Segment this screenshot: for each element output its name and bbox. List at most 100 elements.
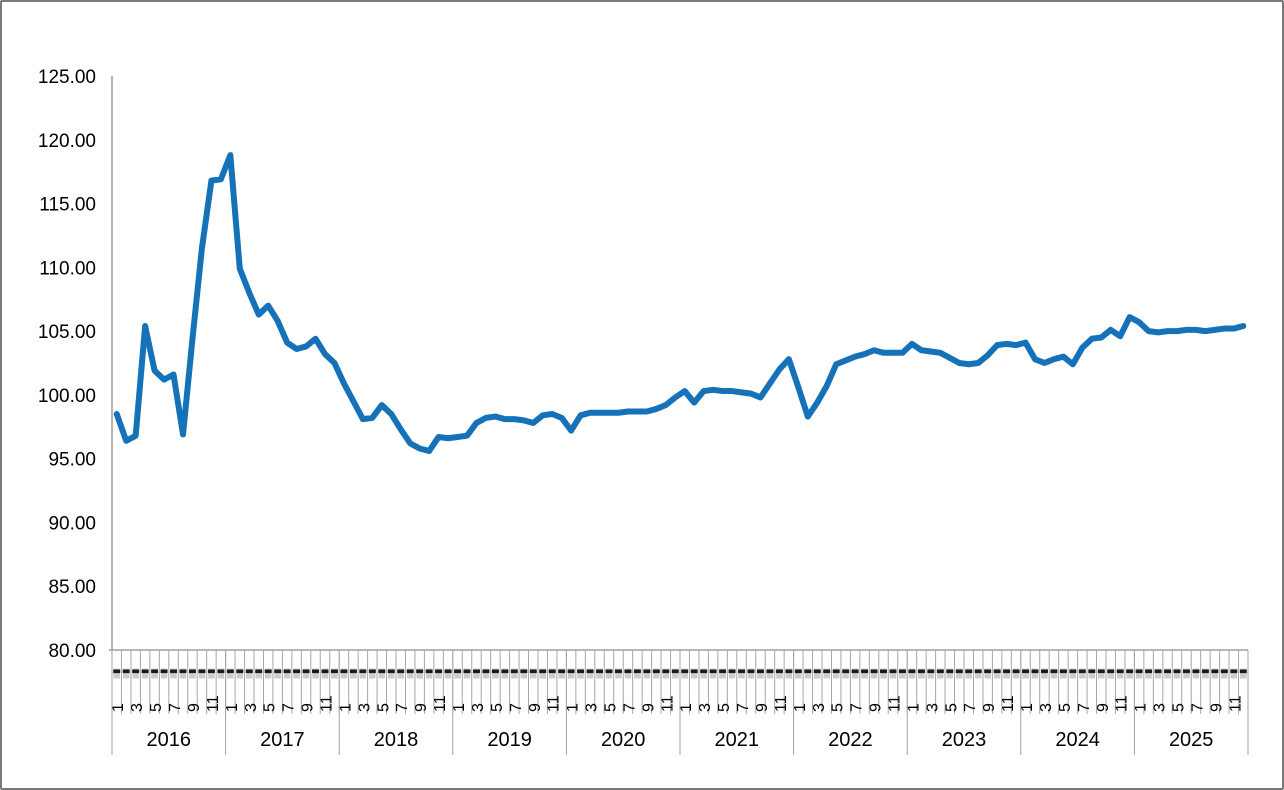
month-tick-band [899,668,906,679]
month-tick-band [274,668,281,679]
month-tick-dash [804,669,812,674]
month-tick-dash [501,669,509,674]
month-tick-band [236,668,244,679]
month-tick-band [747,668,755,679]
month-tick-band [463,668,471,679]
month-tick-band [492,668,499,679]
month-tick-band [1003,668,1010,679]
month-tick-label: 1 [678,703,695,712]
year-label: 2021 [715,729,760,751]
month-tick-band [927,668,935,679]
month-tick-band [217,668,225,679]
month-tick-dash [340,669,348,674]
month-tick-dash [160,669,168,674]
month-tick-band [501,668,509,679]
month-tick-band [520,668,528,679]
month-tick-band [937,668,944,679]
month-tick-label: 3 [243,703,260,712]
month-tick-band [122,668,130,679]
month-tick-band [160,668,168,679]
month-tick-band [984,668,991,679]
month-tick-dash [1135,669,1143,674]
month-tick-band [596,668,603,679]
month-tick-band [908,668,916,679]
month-tick-label: 11 [1227,695,1244,712]
month-tick-band [321,668,329,679]
month-tick-dash [406,669,414,674]
month-tick-label: 11 [546,695,563,712]
month-tick-label: 1 [905,703,922,712]
month-tick-label: 3 [584,703,601,712]
month-tick-label: 7 [508,703,525,712]
month-tick-dash [416,669,424,674]
y-axis-tick-label: 125.00 [38,67,96,88]
month-tick-dash [472,669,480,674]
month-tick-dash [454,669,462,674]
month-tick-dash [1220,669,1228,674]
month-tick-band [719,668,726,679]
month-tick-dash [510,669,518,674]
month-tick-dash [851,669,859,674]
month-tick-label: 1 [565,703,582,712]
month-tick-band [113,668,120,679]
month-tick-band [1221,668,1228,679]
month-tick-label: 7 [281,703,298,712]
month-tick-band [530,668,537,679]
month-tick-dash [614,669,622,674]
month-tick-band [567,668,575,679]
month-tick-dash [643,669,651,674]
month-tick-dash [520,669,528,674]
month-tick-band [880,668,887,679]
month-tick-band [605,668,613,679]
month-tick-dash [1173,669,1181,674]
month-tick-band [369,668,376,679]
month-tick-dash [955,669,963,674]
month-tick-band [624,668,632,679]
month-tick-band [690,668,698,679]
month-tick-dash [1145,669,1153,674]
month-tick-band [141,668,149,679]
month-tick-dash [1040,669,1048,674]
month-tick-band [1098,668,1105,679]
month-tick-dash [567,669,575,674]
month-tick-band [170,668,177,679]
y-axis-tick-label: 90.00 [48,513,96,534]
month-tick-label: 3 [129,703,146,712]
month-tick-dash [321,669,329,674]
month-tick-band [804,668,812,679]
month-tick-dash [558,669,566,674]
y-axis-tick-label: 115.00 [39,195,96,216]
year-label: 2024 [1055,729,1100,751]
month-tick-dash [709,669,717,674]
month-tick-label: 11 [887,695,904,712]
y-axis-tick-label: 105.00 [38,322,96,343]
month-tick-dash [965,669,973,674]
month-tick-dash [652,669,660,674]
month-tick-band [331,668,338,679]
month-tick-band [1164,668,1171,679]
month-tick-dash [188,669,196,674]
month-tick-dash [728,669,736,674]
month-tick-band [643,668,651,679]
month-tick-label: 3 [811,703,828,712]
month-tick-band [1240,668,1247,679]
month-tick-band [1135,668,1143,679]
month-tick-label: 3 [1152,703,1169,712]
month-tick-label: 7 [849,703,866,712]
month-tick-label: 11 [1114,695,1131,712]
year-label: 2019 [487,729,532,751]
month-tick-label: 7 [167,703,184,712]
month-tick-dash [122,669,130,674]
month-tick-dash [255,669,263,674]
month-tick-dash [1164,669,1172,674]
month-tick-band [359,668,367,679]
month-tick-dash [226,669,234,674]
month-tick-dash [1201,669,1209,674]
month-tick-dash [974,669,982,674]
month-tick-band [1183,668,1190,679]
y-axis-tick-label: 80.00 [48,641,96,662]
month-tick-dash [624,669,632,674]
month-tick-label: 9 [868,703,885,712]
month-tick-dash [813,669,821,674]
month-tick-dash [113,669,121,674]
